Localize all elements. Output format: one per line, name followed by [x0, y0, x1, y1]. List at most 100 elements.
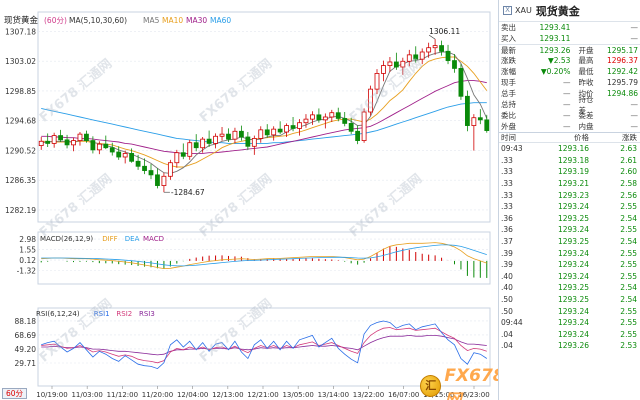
- ma30-line: [41, 80, 487, 154]
- tick-row[interactable]: .37 1293.25 2.54: [499, 236, 640, 248]
- quote-value: ▼2.53: [547, 56, 571, 65]
- candle-body: [251, 138, 257, 147]
- tick-row[interactable]: .04 1293.26 2.53: [499, 340, 640, 352]
- tick-change: 2.55: [620, 202, 637, 212]
- quote-row: 涨跌 ▼2.53 最高 1296.37: [499, 55, 640, 66]
- candle-body: [45, 140, 51, 144]
- tick-row[interactable]: .33 1293.19 2.60: [499, 166, 640, 178]
- candle-body: [116, 151, 122, 158]
- tick-row[interactable]: .33 1293.23 2.56: [499, 189, 640, 201]
- time-tick-label: 10/19:00: [36, 391, 67, 399]
- candle-body: [96, 143, 102, 151]
- tick-price: 1293.24: [557, 202, 589, 212]
- time-tick-label: 13/14:00: [318, 391, 349, 399]
- candle-body: [400, 60, 406, 68]
- price-tick-label: 1286.35: [5, 176, 36, 185]
- ma5-line: [41, 51, 488, 174]
- tick-row[interactable]: .36 1293.24 2.55: [499, 224, 640, 236]
- coin-icon: 汇: [420, 375, 442, 397]
- candle-body: [64, 139, 70, 146]
- quote-value: —: [562, 122, 571, 131]
- tick-row[interactable]: .04 1293.24 2.55: [499, 329, 640, 341]
- tick-row[interactable]: 09:44 1293.24 2.55: [499, 317, 640, 329]
- tick-row[interactable]: 09:43 1293.16 2.63: [499, 143, 640, 155]
- quote-panel: X XAU 现货黄金 卖出 1293.41 — 买入 1293.11 — 最新 1293.26…: [498, 0, 640, 400]
- candle-body: [90, 140, 96, 151]
- candle-body: [445, 50, 451, 61]
- rsi-tick-label: 68.69: [15, 331, 37, 340]
- candle-body: [71, 140, 76, 146]
- macd-panel-frame: [37, 231, 491, 285]
- macd-panel: [40, 242, 488, 278]
- tick-time: .04: [501, 329, 513, 339]
- quote-row: 涨幅 ▼0.20% 最低 1292.42: [499, 66, 640, 77]
- tick-row[interactable]: .40 1293.24 2.55: [499, 271, 640, 283]
- rsi-label: RSI(6,12,24): [36, 310, 80, 318]
- tick-row[interactable]: .33 1293.24 2.55: [499, 201, 640, 213]
- ma60-line: [41, 102, 487, 144]
- quote-label: 均价: [578, 89, 594, 98]
- candle-body: [103, 143, 109, 149]
- candle-body: [322, 116, 328, 121]
- rsi-tick-label: 88.18: [15, 317, 37, 326]
- tick-row[interactable]: .50 1293.25 2.54: [499, 294, 640, 306]
- tick-price: 1293.24: [557, 248, 589, 258]
- candle-body: [297, 122, 302, 129]
- moving-averages: [41, 51, 488, 174]
- tick-row[interactable]: .39 1293.24 2.55: [499, 259, 640, 271]
- quote-value: ▼0.20%: [540, 67, 571, 76]
- tick-row[interactable]: .39 1293.24 2.55: [499, 247, 640, 259]
- tick-row[interactable]: .40 1293.25 2.54: [499, 282, 640, 294]
- tick-price: 1293.25: [557, 213, 589, 223]
- quote-label: 买入: [501, 34, 516, 43]
- quote-label: 最高: [578, 56, 594, 65]
- chart-canvas[interactable]: 1307.18 1303.02 1298.85 1294.68 1290.52 1286.…: [0, 0, 496, 400]
- tick-time: .33: [501, 167, 513, 177]
- tick-row[interactable]: .50 1293.24 2.55: [499, 305, 640, 317]
- tick-row[interactable]: .36 1293.25 2.54: [499, 213, 640, 225]
- tick-time: .39: [501, 248, 513, 258]
- tick-time: .40: [501, 283, 513, 293]
- quote-value: 1292.42: [606, 67, 638, 76]
- tick-time: .33: [501, 179, 513, 189]
- macd-legend: MACD: [143, 235, 164, 243]
- quote-value: —: [562, 100, 571, 109]
- tick-time: 09:44: [501, 318, 523, 328]
- tick-time: .36: [501, 213, 513, 223]
- tick-price: 1293.19: [557, 167, 589, 177]
- candle-body: [284, 125, 290, 133]
- high-marker: [428, 34, 436, 40]
- tick-change: 2.54: [620, 295, 637, 305]
- tick-change: 2.53: [620, 341, 637, 351]
- candle-body: [245, 136, 251, 147]
- quote-value: —: [630, 122, 638, 131]
- symbol-icon[interactable]: X: [503, 6, 512, 15]
- candle-body: [471, 117, 477, 126]
- tick-price: 1293.24: [557, 260, 589, 270]
- tick-table[interactable]: 09:43 1293.16 2.63 .33 1293.18 2.61 .33 1293.19…: [499, 143, 640, 352]
- tick-time: .04: [501, 341, 513, 351]
- tick-header-change: 涨跌: [622, 133, 637, 142]
- quote-value: 1295.79: [606, 78, 638, 87]
- tick-price: 1293.26: [557, 341, 589, 351]
- tick-change: 2.55: [620, 271, 637, 281]
- quote-value: 1296.37: [606, 56, 638, 65]
- tick-header-time: 时间: [501, 133, 516, 142]
- quote-row: 最新 1293.26 开盘 1295.17: [499, 44, 640, 55]
- period-tab-60m[interactable]: 60分: [2, 388, 28, 399]
- time-tick-label: 11/20:00: [142, 391, 173, 399]
- tick-time: 09:43: [501, 144, 523, 154]
- tick-time: .33: [501, 190, 513, 200]
- price-tick-label: 1290.52: [5, 146, 36, 155]
- candle-body: [148, 170, 154, 176]
- candle-body: [142, 165, 147, 171]
- tick-row[interactable]: .33 1293.21 2.58: [499, 178, 640, 190]
- kline-chart[interactable]: 1307.18 1303.02 1298.85 1294.68 1290.52 1286.…: [0, 0, 496, 400]
- macd-tick-label: 2.98: [19, 235, 36, 244]
- candle-body: [135, 160, 141, 167]
- tick-row[interactable]: .33 1293.18 2.61: [499, 155, 640, 167]
- candle-body: [439, 45, 444, 52]
- axis-labels: 1307.18 1303.02 1298.85 1294.68 1290.52 1286.…: [4, 15, 490, 399]
- quote-label: 涨跌: [501, 56, 516, 65]
- time-tick-label: 16/15:00: [423, 391, 454, 399]
